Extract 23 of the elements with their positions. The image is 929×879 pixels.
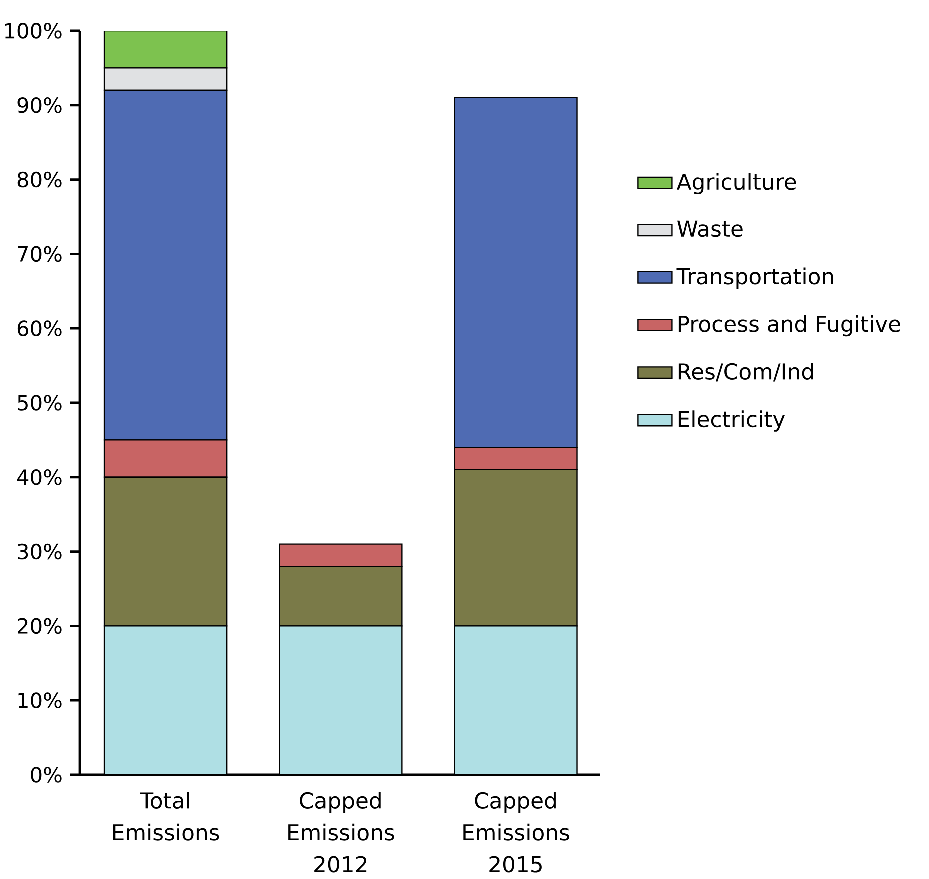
- bar: [454, 626, 578, 775]
- legend-label: Process and Fugitive: [678, 315, 900, 337]
- x-tick-label: Capped Emissions 2015: [464, 792, 570, 873]
- x-tick-label: Total Emissions: [113, 792, 220, 841]
- legend-label: Electricity: [678, 410, 786, 432]
- legend-label: Transportation: [676, 268, 834, 290]
- y-tick-label: 0%: [31, 767, 62, 783]
- y-tick-label: 70%: [18, 246, 62, 262]
- y-tick-label: 50%: [18, 395, 62, 411]
- legend-label: Waste: [678, 220, 743, 238]
- y-tick-label: 80%: [18, 172, 62, 188]
- y-tick-label: 100%: [5, 23, 62, 39]
- y-tick-label: 40%: [17, 469, 62, 486]
- legend-label: Agriculture: [676, 173, 796, 194]
- x-tick-label: Capped Emissions 2012: [288, 792, 394, 873]
- y-tick-label: 30%: [18, 544, 62, 560]
- y-tick-label: 60%: [18, 320, 62, 336]
- y-tick-label: 10%: [18, 692, 62, 708]
- bar: [279, 626, 403, 775]
- y-tick-label: 20%: [18, 618, 62, 634]
- legend-label: Res/Com/Ind: [678, 363, 814, 382]
- y-tick-label: 90%: [18, 97, 62, 114]
- bar: [104, 626, 228, 775]
